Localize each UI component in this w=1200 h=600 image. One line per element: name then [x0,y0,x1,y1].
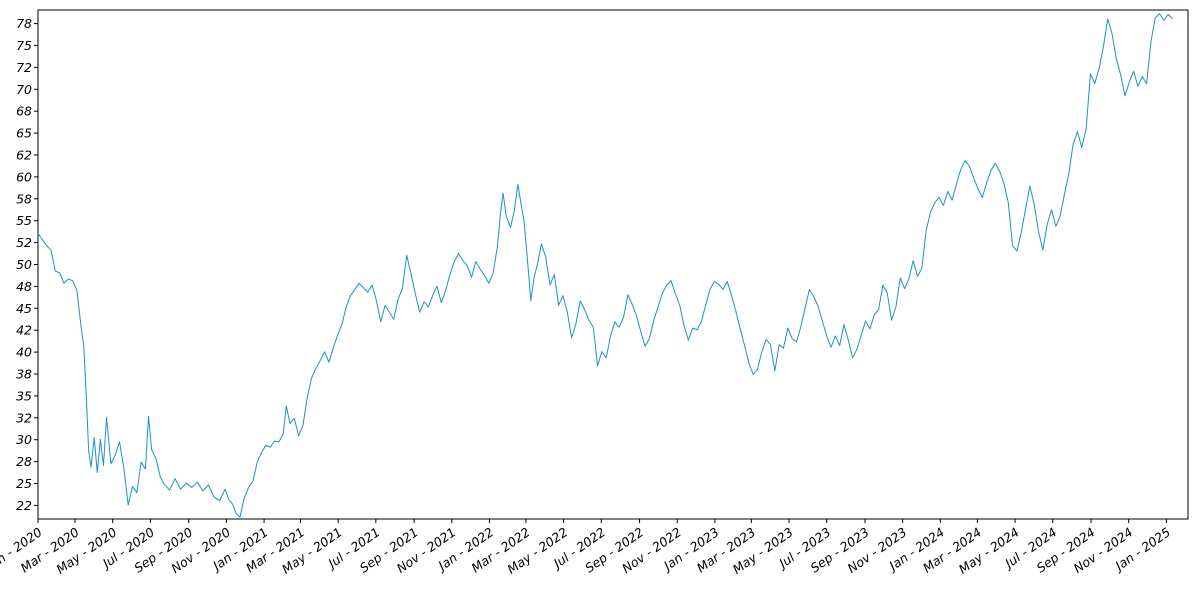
y-tick-label: 58 [16,191,32,206]
y-tick-label: 45 [16,301,32,316]
y-tick-label: 68 [16,104,32,119]
plot-frame [37,9,1189,520]
y-tick-label: 40 [16,345,32,360]
y-tick-label: 75 [16,38,32,53]
y-tick-label: 52 [16,235,32,250]
y-tick-label: 28 [16,454,32,469]
y-tick-label: 55 [16,213,32,228]
y-tick-label: 30 [16,432,32,447]
series-line-0 [37,13,1173,518]
y-tick-label: 42 [16,323,32,338]
y-tick-label: 65 [16,126,32,141]
y-tick-label: 70 [16,82,32,97]
y-tick-label: 35 [16,388,32,403]
y-tick-label: 62 [16,147,32,162]
y-tick-label: 32 [16,410,32,425]
y-tick-label: 25 [16,476,32,491]
y-tick-label: 50 [16,257,32,272]
y-tick-label: 22 [16,498,32,513]
y-axis: 22 25 28 30 32 35 38 40 42 45 48 50 52 55 58 60 62 65 68 70… [16,16,38,513]
y-tick-label: 72 [16,60,32,75]
y-tick-label: 60 [16,169,32,184]
y-tick-label: 38 [16,367,32,382]
y-tick-label: 48 [16,279,32,294]
y-tick-label: 78 [16,16,32,31]
series-layer [37,13,1173,518]
plot-area-border [37,9,1189,520]
